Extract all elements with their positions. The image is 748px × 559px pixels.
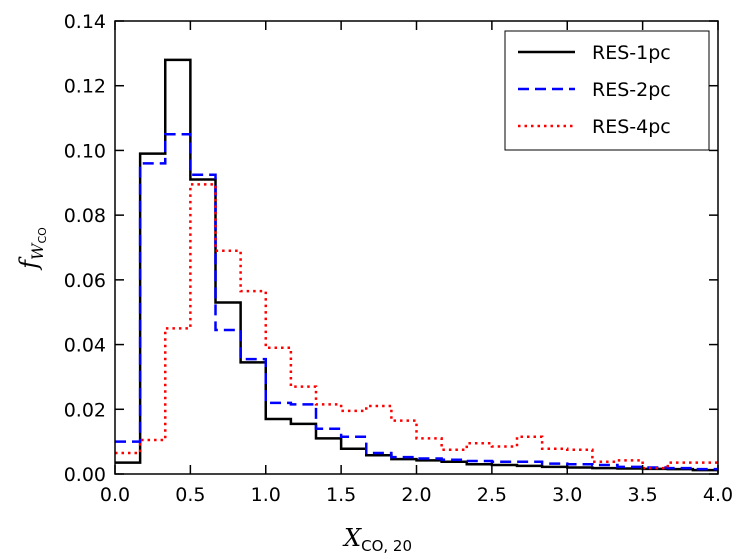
x-axis-label-main: X (342, 524, 362, 552)
series-res-4pc (115, 183, 718, 470)
x-tick-label: 4.0 (703, 484, 733, 506)
y-tick-label: 0.06 (64, 270, 106, 292)
y-tick-label: 0.12 (64, 76, 106, 98)
y-axis-label: fWCO (15, 227, 49, 271)
y-tick-label: 0.00 (64, 464, 106, 486)
x-tick-label: 0.5 (175, 484, 205, 506)
x-tick-label: 3.5 (628, 484, 658, 506)
series-res-1pc (115, 58, 718, 472)
legend-label-res-1pc: RES-1pc (592, 42, 671, 64)
x-tick-label: 1.5 (326, 484, 356, 506)
x-tick-label: 3.0 (552, 484, 582, 506)
y-tick-label: 0.02 (64, 399, 106, 421)
x-axis-label-sub: CO, 20 (361, 537, 412, 555)
y-tick-label: 0.14 (64, 11, 106, 33)
x-tick-label: 0.0 (100, 484, 130, 506)
y-tick-label: 0.10 (64, 140, 106, 162)
series-layer (115, 58, 718, 472)
legend-label-res-4pc: RES-4pc (592, 116, 671, 138)
x-axis-label: XCO, 20 (342, 524, 412, 555)
legend-label-res-2pc: RES-2pc (592, 79, 671, 101)
y-tick-label: 0.08 (64, 205, 106, 227)
legend: RES-1pc RES-2pc RES-4pc (504, 30, 710, 151)
ticks-layer: 0.0 0.5 1.0 1.5 2.0 2.5 3.0 3.5 4.0 0.00 0.02 0.04 0… (64, 11, 733, 506)
series-res-2pc (115, 133, 718, 471)
x-tick-label: 2.5 (477, 484, 507, 506)
y-axis-label-sub: W (28, 242, 47, 260)
x-tick-label: 1.0 (251, 484, 281, 506)
x-tick-label: 2.0 (401, 484, 431, 506)
y-tick-label: 0.04 (64, 335, 106, 357)
y-axis-label-subsub: CO (36, 227, 49, 244)
